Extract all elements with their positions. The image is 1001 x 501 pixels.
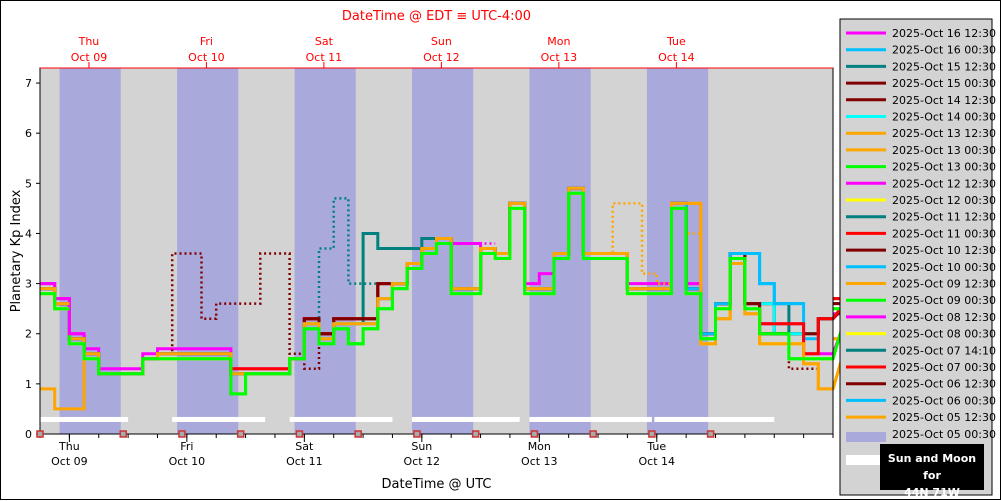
legend-label: 2025-Oct 16 12:30 (892, 27, 996, 40)
x-date-label: Oct 10 (169, 455, 206, 468)
sun-moon-badge: Sun and Moon for 44N 71W (880, 444, 984, 499)
x-day-label: Sat (295, 440, 314, 453)
sun-moon-badge-line1: Sun and Moon for (887, 452, 977, 482)
sun-event-marker (706, 430, 715, 438)
sun-moon-badge-line2: 44N 71W (904, 486, 960, 499)
legend-label: 2025-Oct 05 00:30 (892, 428, 996, 441)
night-band (529, 68, 591, 434)
x-day-label: Mon (528, 440, 551, 453)
moon-visibility-bar (529, 416, 652, 422)
moon-visibility-bar (172, 416, 266, 422)
legend-label: 2025-Oct 09 00:30 (892, 294, 996, 307)
legend-label: 2025-Oct 12 12:30 (892, 177, 996, 190)
legend-label: 2025-Oct 13 00:30 (892, 161, 996, 174)
sun-event-marker (36, 430, 44, 438)
top-date-label: Oct 12 (423, 51, 460, 64)
legend-label: 2025-Oct 11 12:30 (892, 211, 996, 224)
sun-event-marker (648, 430, 656, 438)
night-band (59, 68, 121, 434)
series-line (40, 191, 850, 396)
sun-event-marker (530, 430, 539, 438)
top-date-label: Oct 13 (541, 51, 578, 64)
sun-event-marker (471, 430, 480, 438)
legend-label: 2025-Oct 07 14:10 (892, 344, 996, 357)
top-day-label: Thu (78, 35, 100, 48)
x-date-label: Oct 09 (51, 455, 88, 468)
sun-event-marker (589, 430, 597, 438)
legend-label: 2025-Oct 07 00:30 (892, 361, 996, 374)
moon-visibility-bar (654, 416, 775, 422)
legend-label: 2025-Oct 11 00:30 (892, 227, 996, 240)
x-day-label: Sun (411, 440, 432, 453)
legend-label: 2025-Oct 05 12:30 (892, 411, 996, 424)
night-band (646, 68, 709, 434)
x-date-label: Oct 11 (286, 455, 323, 468)
x-day-label: Fri (180, 440, 193, 453)
legend-label: 2025-Oct 08 00:30 (892, 328, 996, 341)
sun-event-marker (354, 430, 362, 438)
legend-label: 2025-Oct 13 00:30 (892, 144, 996, 157)
legend-label: 2025-Oct 10 12:30 (892, 244, 996, 257)
legend-label: 2025-Oct 08 12:30 (892, 311, 996, 324)
series-line (40, 282, 85, 336)
moon-visibility-bar (289, 416, 393, 422)
legend-label: 2025-Oct 09 12:30 (892, 278, 996, 291)
y-tick-label: 7 (25, 77, 32, 90)
top-day-label: Sat (315, 35, 334, 48)
x-date-label: Oct 12 (404, 455, 441, 468)
x-day-label: Thu (58, 440, 80, 453)
legend-label: 2025-Oct 14 00:30 (892, 111, 996, 124)
legend-label: 2025-Oct 10 00:30 (892, 261, 996, 274)
y-tick-label: 3 (25, 278, 32, 291)
legend-label: 2025-Oct 15 12:30 (892, 60, 996, 73)
x-date-label: Oct 14 (639, 455, 676, 468)
y-axis-label: Planetary Kp Index (9, 189, 24, 312)
top-date-label: Oct 11 (306, 51, 343, 64)
night-band (294, 68, 356, 434)
sun-event-marker (295, 430, 304, 438)
y-tick-label: 5 (25, 177, 32, 190)
moon-visibility-bar (40, 416, 129, 422)
legend-label: 2025-Oct 12 00:30 (892, 194, 996, 207)
sun-event-marker (178, 430, 186, 438)
top-date-label: Oct 14 (658, 51, 695, 64)
sun-event-marker (119, 430, 127, 438)
legend-swatch-extra (846, 432, 886, 442)
sun-event-marker (413, 430, 421, 438)
legend-label: 2025-Oct 15 00:30 (892, 77, 996, 90)
legend-label: 2025-Oct 06 12:30 (892, 378, 996, 391)
top-date-label: Oct 09 (71, 51, 108, 64)
chart-title: DateTime @ EDT ≡ UTC-4:00 (342, 9, 531, 24)
y-tick-label: 4 (25, 227, 32, 240)
top-day-label: Tue (666, 35, 686, 48)
legend-label: 2025-Oct 13 12:30 (892, 127, 996, 140)
legend-label: 2025-Oct 16 00:30 (892, 44, 996, 57)
top-day-label: Fri (200, 35, 213, 48)
y-tick-label: 6 (25, 127, 32, 140)
sun-event-marker (236, 430, 245, 438)
night-band (177, 68, 239, 434)
y-tick-label: 2 (25, 328, 32, 341)
series-line (40, 292, 70, 311)
x-axis-label: DateTime @ UTC (382, 477, 492, 492)
legend-label: 2025-Oct 14 12:30 (892, 94, 996, 107)
moon-visibility-bar (412, 416, 520, 422)
x-day-label: Tue (646, 440, 666, 453)
legend-swatch-extra (846, 455, 886, 465)
top-day-label: Sun (431, 35, 452, 48)
top-day-label: Mon (547, 35, 570, 48)
top-date-label: Oct 10 (188, 51, 225, 64)
y-tick-label: 0 (25, 428, 32, 441)
x-date-label: Oct 13 (521, 455, 558, 468)
y-tick-label: 1 (25, 378, 32, 391)
legend-label: 2025-Oct 06 00:30 (892, 394, 996, 407)
